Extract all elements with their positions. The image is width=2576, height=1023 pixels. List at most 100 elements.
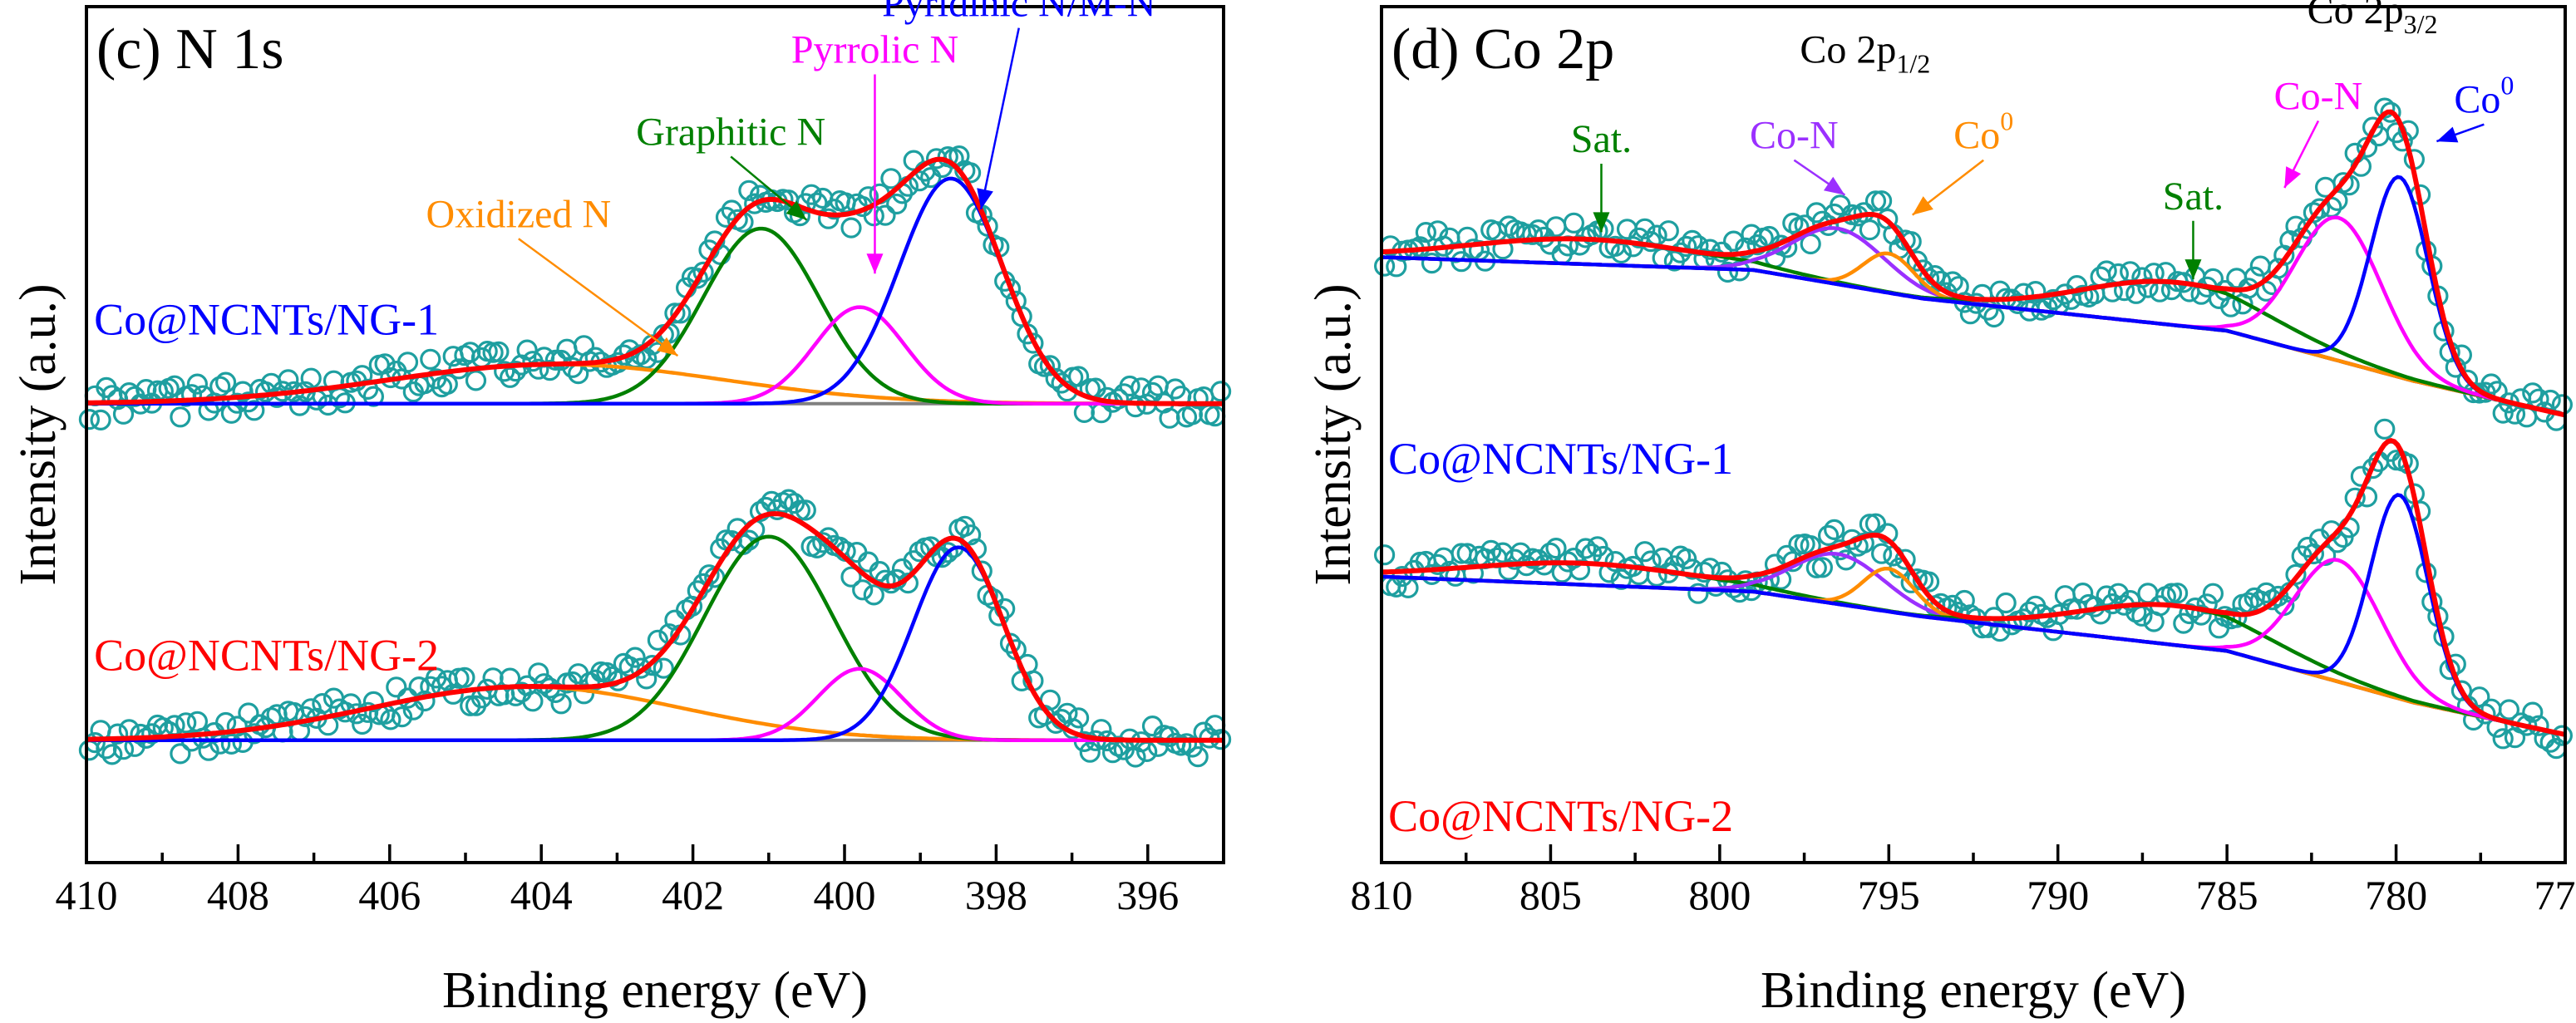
data-point: [1421, 253, 1443, 274]
annotation-co-2p1-2: Co 2p1/2: [1800, 28, 1930, 79]
annotation-arrow: [730, 155, 808, 221]
annotation-co0: Co0: [2454, 71, 2514, 122]
data-point: [186, 711, 208, 732]
data-point: [1942, 271, 1963, 293]
data-point: [2273, 244, 2295, 266]
data-point: [522, 351, 544, 372]
data-point: [2096, 260, 2117, 282]
data-point: [90, 409, 111, 430]
x-tick-label: 404: [510, 872, 573, 918]
annotation-arrow: [2283, 120, 2320, 189]
data-point: [1676, 235, 1697, 258]
data-point: [1746, 234, 1768, 256]
data-point: [2492, 402, 2514, 424]
data-point: [1569, 234, 1591, 256]
data-point: [573, 335, 595, 357]
annotation-co-n: Co-N: [1750, 114, 1839, 158]
data-point: [1545, 216, 1567, 238]
annotation-arrow: [2436, 123, 2485, 143]
data-point: [1563, 212, 1585, 234]
data-point: [482, 667, 504, 689]
sample-label-co-ncnts-ng-1: Co@NCNTs/NG-1: [1388, 434, 1733, 484]
data-point: [664, 302, 686, 324]
data-point: [1091, 402, 1112, 424]
data-point: [420, 348, 441, 370]
data-point: [971, 560, 992, 582]
data-point: [539, 360, 561, 381]
data-point: [1101, 742, 1124, 764]
data-point: [352, 713, 373, 735]
data-point: [1717, 261, 1739, 283]
data-point: [1877, 208, 1899, 230]
data-point: [2208, 617, 2230, 639]
data-point: [323, 687, 345, 709]
data-point: [505, 361, 527, 382]
data-point: [863, 584, 884, 606]
data-point: [460, 695, 481, 716]
data-point: [2450, 680, 2472, 701]
sample-label-co-ncnts-ng-1: Co@NCNTs/NG-1: [94, 294, 439, 344]
data-point: [544, 349, 566, 371]
data-point: [2522, 382, 2544, 404]
data-point: [2167, 583, 2189, 604]
data-point: [2137, 277, 2159, 298]
x-tick-label: 785: [2196, 872, 2258, 918]
data-point: [170, 743, 191, 765]
annotation-arrow: [2184, 220, 2202, 280]
data-point: [368, 354, 390, 376]
data-point: [2456, 369, 2479, 391]
data-point: [738, 180, 760, 201]
data-point: [909, 170, 930, 192]
data-point: [1634, 541, 1656, 563]
x-tick-label: 780: [2365, 872, 2427, 918]
data-point: [1125, 396, 1146, 418]
data-point: [232, 381, 254, 402]
peak-co0: [1381, 175, 2566, 417]
data-point: [1610, 568, 1633, 590]
data-point: [362, 691, 384, 713]
data-point: [300, 367, 322, 389]
data-point: [636, 347, 658, 370]
data-point: [186, 373, 208, 395]
data-point: [528, 662, 549, 684]
data-point: [1067, 707, 1090, 729]
data-point: [920, 167, 942, 189]
peak-co0: [1381, 251, 2566, 417]
data-point: [1125, 746, 1146, 768]
x-tick-label: 406: [358, 872, 421, 918]
x-tick-label: 400: [814, 872, 876, 918]
spectrum-co-ncnts-ng-2: [78, 489, 1232, 768]
data-point: [141, 723, 163, 745]
data-point: [1426, 220, 1449, 242]
x-tick-label: 408: [207, 872, 269, 918]
data-point: [1663, 250, 1686, 272]
annotation-oxidized-n: Oxidized N: [426, 192, 612, 236]
data-point: [2149, 281, 2170, 302]
data-point: [465, 695, 487, 716]
data-point: [795, 499, 816, 521]
data-point: [2504, 726, 2526, 749]
envelope-line: [1381, 109, 2566, 418]
data-point: [402, 381, 424, 403]
data-point: [1551, 562, 1573, 583]
data-points: [78, 145, 1232, 430]
data-point: [1079, 741, 1101, 763]
data-point: [1871, 190, 1893, 212]
data-point: [817, 208, 840, 229]
y-axis-label: Intensity (a.u.): [1305, 283, 1362, 585]
data-point: [840, 566, 862, 588]
data-point: [2096, 585, 2117, 607]
data-point: [1604, 550, 1626, 573]
data-point: [220, 733, 242, 755]
sample-label-co-ncnts-ng-2: Co@NCNTs/NG-2: [1388, 791, 1733, 841]
x-tick-label: 810: [1351, 872, 1413, 918]
data-point: [215, 711, 237, 734]
data-point: [1545, 537, 1567, 559]
data-point: [2374, 97, 2396, 119]
spectrum-co-ncnts-ng-2: [1373, 418, 2573, 760]
panel-title: (d) Co 2p: [1391, 17, 1614, 81]
data-point: [215, 371, 237, 393]
sample-label-co-ncnts-ng-2: Co@NCNTs/NG-2: [94, 631, 439, 681]
data-point: [2249, 255, 2271, 277]
